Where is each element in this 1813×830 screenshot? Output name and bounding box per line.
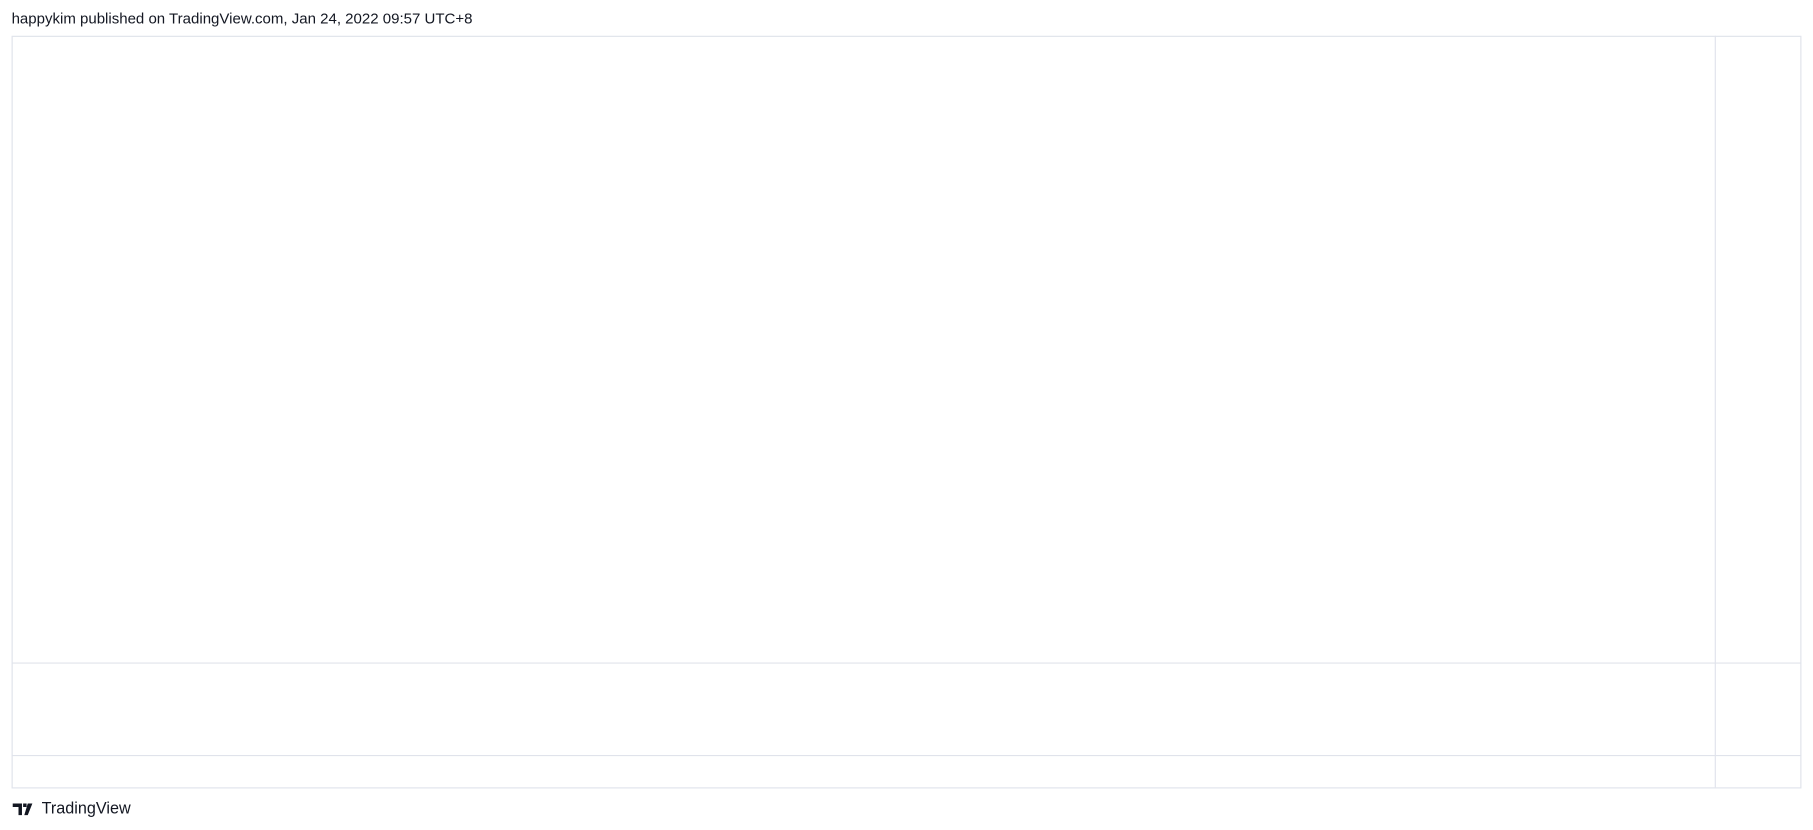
chart-frame [11, 35, 1802, 789]
tradingview-logo [12, 803, 33, 816]
publish-info: happykim published on TradingView.com, J… [12, 11, 473, 28]
footer-brand: TradingView [42, 800, 131, 818]
